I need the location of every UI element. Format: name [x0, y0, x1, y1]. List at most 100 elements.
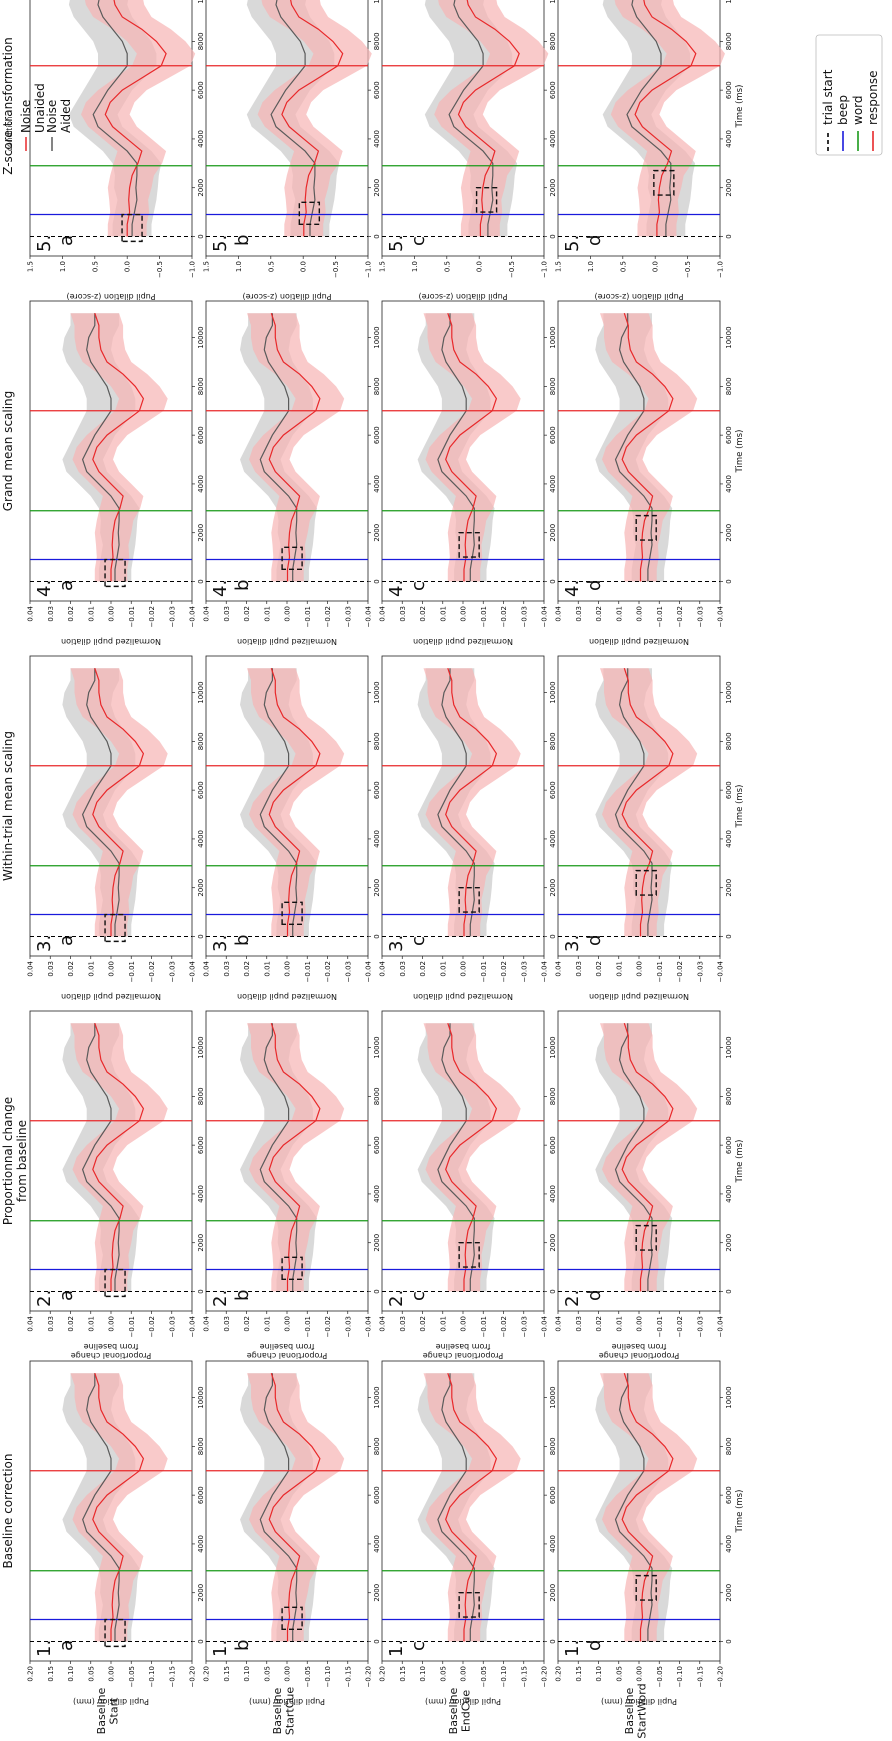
line-noise-unaided	[268, 1023, 321, 1292]
x-tick-label: 4000	[725, 830, 733, 848]
x-tick-label: 8000	[725, 1087, 733, 1105]
panel-number: 4.	[562, 580, 583, 597]
y-tick-label: −0.04	[189, 960, 197, 982]
baseline-window-box	[298, 201, 321, 225]
y-tick-label: 0.00	[108, 606, 116, 622]
x-tick-label: 10000	[373, 1036, 381, 1058]
line-noise-unaided	[621, 668, 674, 937]
baseline-window-box	[458, 1242, 480, 1268]
panel-4d: 4. d 0.04 0.03 0.02 0.01 0.00 −0.01 −0.02 −0.03 −0…	[555, 300, 745, 646]
x-tick-label: 10000	[197, 681, 205, 703]
row-label-2: BaselineStartCue	[271, 1687, 297, 1736]
y-tick-label: −0.01	[128, 606, 136, 627]
y-tick-label: 0.5	[619, 261, 627, 272]
y-tick-label: 0.01	[263, 606, 271, 622]
baseline-window-box	[104, 1618, 126, 1648]
y-tick-label: 0.04	[555, 605, 563, 621]
panel-4a: 4. a 0.04 0.03 0.02 0.01 0.00 −0.01 −0.02 −0.03 −0…	[27, 300, 205, 646]
line-noise-unaided	[621, 313, 674, 582]
y-tick-label: 0.03	[575, 606, 583, 622]
y-tick-label: 0.01	[87, 1316, 95, 1332]
panel-letter: c	[408, 1641, 429, 1651]
line-noise-aided	[437, 1023, 475, 1292]
x-tick-label: 8000	[197, 1087, 205, 1105]
x-tick-label: 6000	[725, 1486, 733, 1504]
y-tick-label: −0.01	[656, 1316, 664, 1337]
line-noise-unaided	[621, 1373, 674, 1642]
y-tick-label: −0.01	[128, 961, 136, 982]
y-tick-label: −0.05	[656, 1666, 664, 1687]
panel-number: 1.	[386, 1640, 407, 1657]
x-tick-label: 0	[725, 1639, 733, 1643]
y-tick-label: −0.5	[332, 261, 340, 278]
y-tick-label: −0.15	[696, 1666, 704, 1687]
x-tick-label: 4000	[197, 1185, 205, 1203]
panel-number: 3.	[210, 935, 231, 952]
y-tick-label: −0.02	[148, 1316, 156, 1337]
y-axis-label: Proportional changefrom baseline	[71, 1342, 151, 1360]
y-tick-label: 0.04	[203, 1315, 211, 1331]
band-noise-unaided	[423, 313, 521, 582]
panel-1d: 1. d 0.20 0.15 0.10 0.05 0.00 −0.05 −0.10 −0.15 −0…	[555, 1360, 745, 1706]
panel-number: 5.	[210, 235, 231, 252]
panel-number: 3.	[386, 935, 407, 952]
legend-condition-label: NoiseAided	[45, 99, 73, 133]
y-tick-label: −0.02	[676, 961, 684, 982]
y-tick-label: −0.5	[684, 261, 692, 278]
y-tick-label: −0.01	[304, 1316, 312, 1337]
x-tick-label: 0	[725, 934, 733, 938]
y-tick-label: −0.03	[168, 606, 176, 627]
y-tick-label: −0.5	[156, 261, 164, 278]
x-tick-label: 8000	[373, 32, 381, 50]
x-tick-label: 2000	[549, 879, 557, 897]
y-tick-label: −0.10	[676, 1666, 684, 1687]
line-noise-unaided	[268, 313, 321, 582]
panel-number: 3.	[34, 935, 55, 952]
y-tick-label: −0.01	[656, 606, 664, 627]
y-tick-label: 0.00	[460, 1666, 468, 1682]
y-tick-label: −0.04	[717, 960, 725, 982]
panel-number: 2.	[210, 1290, 231, 1307]
y-tick-label: 0.00	[636, 1316, 644, 1332]
y-tick-label: 0.15	[223, 1666, 231, 1682]
x-tick-label: 6000	[725, 781, 733, 799]
x-tick-label: 4000	[725, 1535, 733, 1553]
x-axis-label: Time (ms)	[735, 785, 745, 829]
y-tick-label: 0.00	[636, 606, 644, 622]
y-tick-label: 0.04	[379, 960, 387, 976]
y-tick-label: 0.00	[460, 961, 468, 977]
x-tick-label: 6000	[197, 1136, 205, 1154]
y-tick-label: −0.03	[696, 606, 704, 627]
baseline-window-box	[281, 901, 303, 925]
x-tick-label: 0	[197, 234, 205, 238]
x-tick-label: 6000	[373, 1486, 381, 1504]
panel-letter: b	[232, 580, 253, 591]
panel-1c: 1. c 0.20 0.15 0.10 0.05 0.00 −0.05 −0.10 −0.15 −0…	[379, 1360, 557, 1706]
y-tick-label: −0.04	[365, 1315, 373, 1337]
y-tick-label: −0.04	[365, 960, 373, 982]
x-tick-label: 8000	[373, 732, 381, 750]
y-tick-label: 0.04	[555, 1315, 563, 1331]
y-tick-label: 0.00	[284, 1316, 292, 1332]
y-tick-label: 0.15	[575, 1666, 583, 1682]
x-tick-label: 8000	[549, 377, 557, 395]
x-tick-label: 10000	[373, 326, 381, 348]
y-tick-label: 0.03	[399, 1316, 407, 1332]
panel-number: 2.	[562, 1290, 583, 1307]
line-noise-aided	[81, 1023, 120, 1292]
x-tick-label: 8000	[725, 377, 733, 395]
band-noise-unaided	[600, 668, 698, 937]
baseline-window-box	[635, 514, 657, 541]
line-noise-aided	[614, 1373, 653, 1642]
line-noise-aided	[259, 668, 298, 937]
band-noise-unaided	[247, 668, 345, 937]
band-noise-unaided	[70, 313, 168, 582]
y-tick-label: 0.05	[439, 1666, 447, 1682]
y-tick-label: 0.5	[91, 261, 99, 272]
panel-number: 4.	[34, 580, 55, 597]
legend-condition-title: condition	[5, 116, 14, 151]
y-tick-label: 0.01	[263, 961, 271, 977]
x-tick-label: 6000	[725, 426, 733, 444]
panel-number: 2.	[34, 1290, 55, 1307]
line-noise-unaided	[92, 313, 145, 582]
